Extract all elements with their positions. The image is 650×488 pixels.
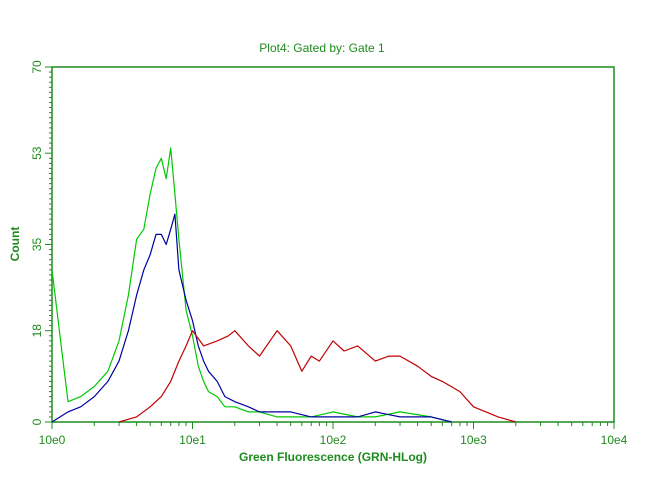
chart-title: Plot4: Gated by: Gate 1: [259, 41, 385, 55]
series-line-3: [118, 330, 516, 423]
x-tick-label: 10e1: [179, 433, 206, 447]
x-tick-label: 10e0: [39, 433, 66, 447]
x-tick-label: 10e3: [460, 433, 487, 447]
x-axis: 10e0 10e1 10e2 10e3 10e4: [39, 422, 628, 447]
series-layer: [51, 147, 516, 423]
y-tick-label: 70: [30, 60, 44, 74]
series-line-1: [51, 147, 452, 423]
y-tick-label: 0: [30, 418, 44, 425]
x-axis-label: Green Fluorescence (GRN-HLog): [239, 450, 427, 464]
y-tick-label: 53: [30, 146, 44, 160]
y-tick-label: 18: [30, 324, 44, 338]
y-axis-label: Count: [8, 227, 22, 262]
x-tick-label: 10e2: [320, 433, 347, 447]
y-axis: 0 18 35 53 70: [30, 60, 52, 425]
x-tick-label: 10e4: [601, 433, 628, 447]
y-tick-label: 35: [30, 238, 44, 252]
series-line-2: [51, 213, 452, 423]
